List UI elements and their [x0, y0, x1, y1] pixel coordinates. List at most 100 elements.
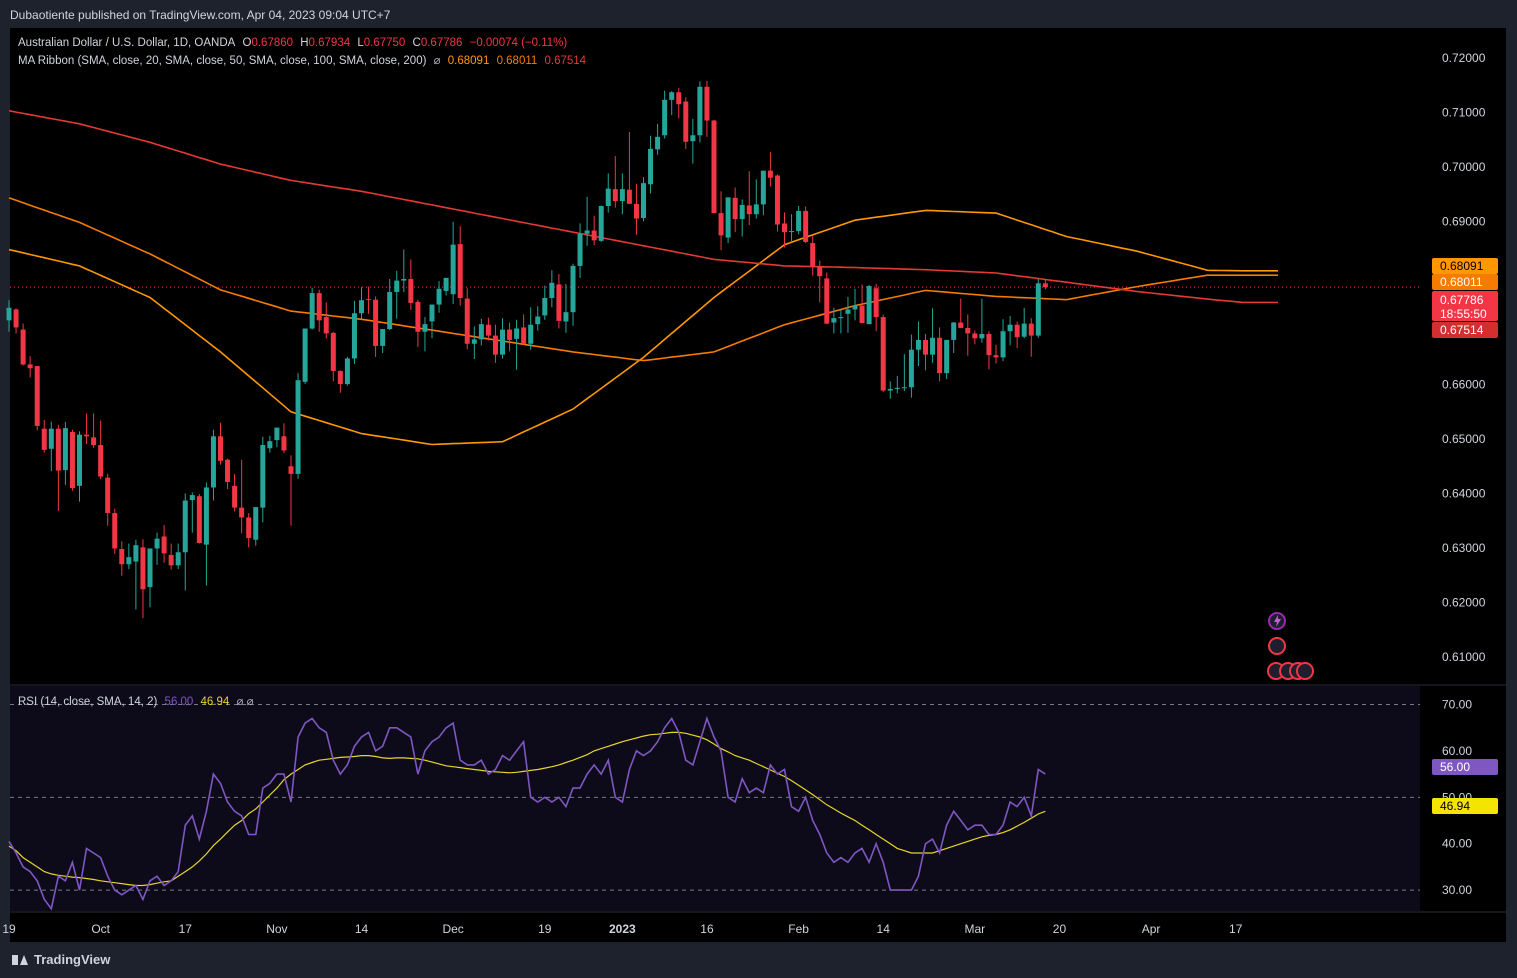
candle-body [746, 205, 752, 215]
ohlc-low-label: L [357, 37, 364, 49]
tradingview-brand: TradingView [34, 952, 111, 967]
candle-body [803, 210, 809, 242]
rsi-visibility-icons[interactable]: ⌀ ⌀ [236, 696, 254, 708]
time-axis-tick: 19 [538, 922, 552, 936]
candle-body [676, 92, 682, 105]
candle-body [852, 305, 858, 310]
candle-body [831, 318, 837, 323]
candle-body [1042, 283, 1048, 288]
candle-body [429, 304, 435, 322]
ma1-badge: 0.68091 [1440, 259, 1484, 273]
candle-body [641, 183, 646, 218]
candle-body [344, 358, 350, 385]
time-axis-tick: 2023 [609, 922, 636, 936]
rsi-axis-tick: 60.00 [1442, 744, 1472, 758]
ohlc-close-label: C [412, 37, 421, 49]
candle-body [189, 495, 195, 500]
candle-body [542, 298, 548, 316]
candle-body [443, 277, 449, 291]
candle-body [732, 197, 738, 220]
ma-value-2: 0.68011 [496, 55, 538, 67]
candle-body [323, 317, 329, 334]
ma-value-1: 0.68091 [447, 55, 490, 67]
candle-body [281, 436, 287, 451]
candle-body [464, 298, 470, 344]
candle-body [380, 329, 386, 346]
candle-body [718, 213, 724, 236]
candle-body [739, 204, 745, 220]
candle-body [471, 339, 477, 344]
candle-body [394, 280, 400, 293]
ma-value-3: 0.67514 [544, 55, 587, 67]
candle-body [817, 266, 823, 277]
candle-body [302, 328, 308, 382]
candle-body [626, 189, 632, 204]
candle-body [246, 517, 252, 539]
ohlc-open-label: O [242, 37, 252, 49]
ma2-badge: 0.68011 [1440, 275, 1483, 289]
time-axis-tick: Feb [788, 922, 809, 936]
candle-body [1021, 323, 1027, 337]
ma1-badge-bg [1432, 258, 1498, 274]
candle-body [633, 203, 639, 219]
price-change: −0.00074 (−0.11%) [469, 37, 568, 49]
tradingview-logo[interactable]: TradingView [12, 952, 110, 967]
candle-body [972, 333, 978, 339]
candle-body [351, 313, 357, 359]
candle-body [655, 136, 661, 150]
time-axis-tick: 17 [179, 922, 193, 936]
candle-body [683, 101, 689, 142]
ohlc-high: 0.67934 [308, 37, 351, 49]
candle-body [584, 230, 590, 234]
time-axis-tick: 14 [877, 922, 891, 936]
candle-body [457, 244, 463, 299]
candle-body [753, 204, 759, 215]
ma-ribbon-title[interactable]: MA Ribbon (SMA, close, 20, SMA, close, 5… [18, 55, 427, 67]
ma-50-line [8, 197, 1278, 362]
time-axis-tick: 20 [1053, 922, 1067, 936]
symbol-legend: Australian Dollar / U.S. Dollar, 1D, OAN… [18, 37, 571, 49]
candle-body [500, 329, 505, 355]
candle-body [84, 434, 90, 437]
candle-body [408, 278, 414, 303]
candle-body [112, 513, 118, 549]
time-axis-tick: Dec [442, 922, 463, 936]
candle-body [796, 210, 802, 232]
symbol-title[interactable]: Australian Dollar / U.S. Dollar, 1D, OAN… [18, 37, 236, 49]
candle-body [774, 175, 780, 225]
time-axis-tick: 14 [355, 922, 369, 936]
price-axis-tick: 0.63000 [1442, 541, 1486, 555]
candle-body [62, 428, 68, 471]
candle-body [570, 265, 576, 313]
candle-body [168, 554, 174, 566]
candle-body [979, 333, 985, 339]
candle-body [119, 548, 125, 565]
candle-body [789, 231, 795, 233]
candle-body [845, 309, 851, 314]
rsi-title[interactable]: RSI (14, close, SMA, 14, 2) [18, 696, 158, 708]
ohlc-close: 0.67786 [420, 37, 463, 49]
candle-body [725, 197, 731, 238]
candle-body [450, 244, 456, 295]
candle-body [126, 557, 132, 565]
candle-body [810, 243, 816, 267]
candle-body [993, 355, 999, 358]
candle-body [492, 335, 498, 355]
candle-body [161, 536, 167, 554]
candle-body [591, 230, 597, 241]
candle-body [478, 324, 484, 340]
candle-body [34, 366, 40, 426]
candle-body [894, 387, 900, 389]
candle-body [951, 322, 957, 340]
price-axis-tick: 0.70000 [1442, 160, 1486, 174]
time-axis-tick: Apr [1142, 922, 1161, 936]
ma-visibility-icon[interactable]: ⌀ [433, 55, 441, 67]
candle-body [514, 328, 520, 339]
candle-body [930, 337, 936, 355]
price-axis-tick: 0.69000 [1442, 214, 1486, 228]
tradingview-logo-icon [12, 954, 28, 965]
candle-body [873, 288, 879, 318]
candle-body [27, 364, 33, 369]
candle-body [48, 428, 54, 449]
